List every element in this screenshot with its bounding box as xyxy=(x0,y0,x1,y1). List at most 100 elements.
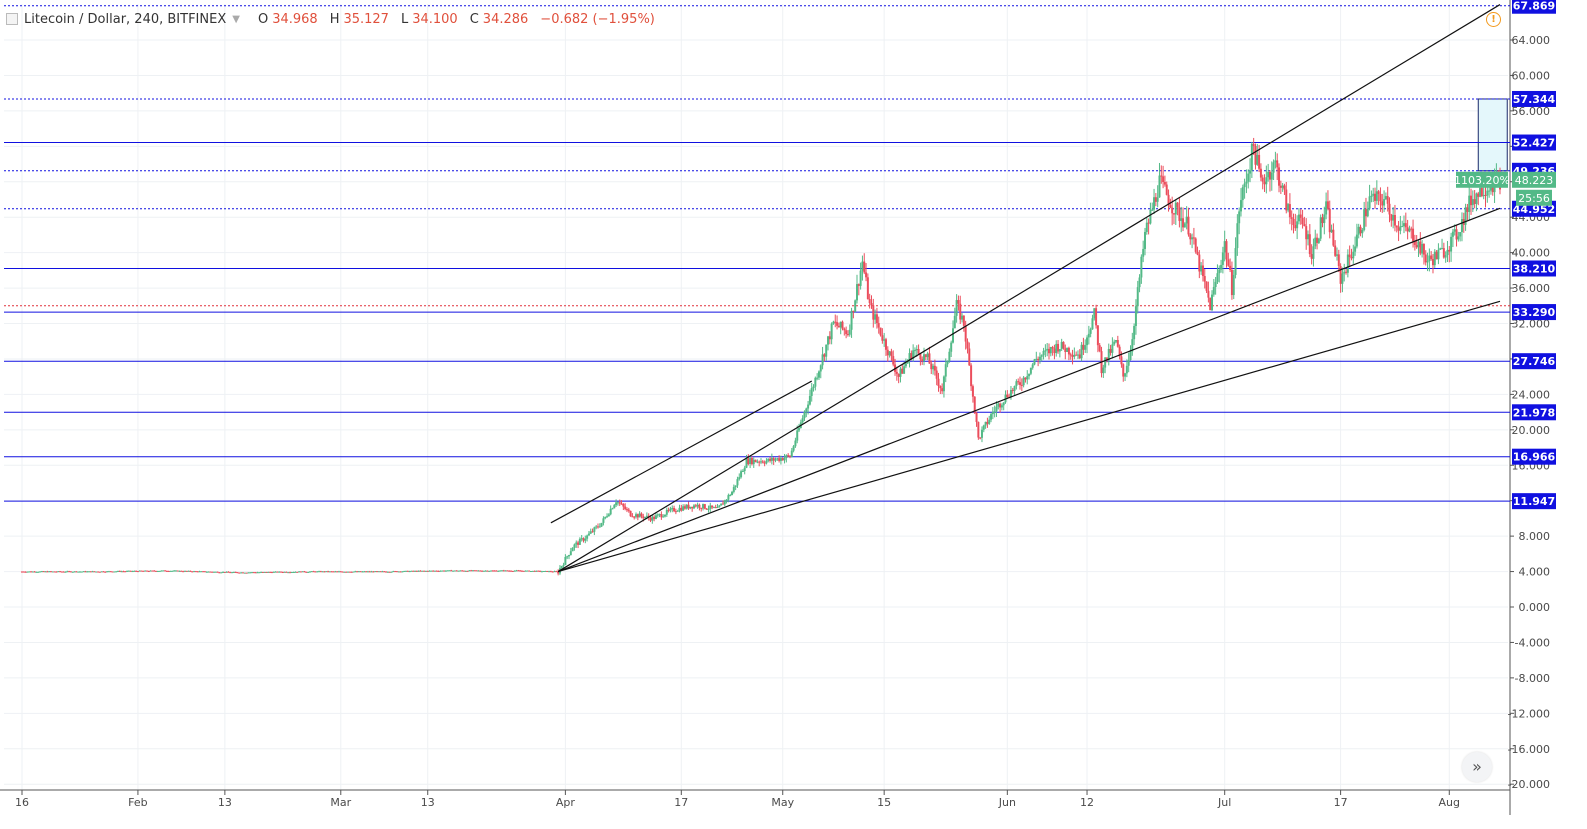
candle-body xyxy=(477,570,480,572)
candle-body xyxy=(209,571,212,573)
candle-body xyxy=(1086,337,1089,346)
candle-body xyxy=(231,572,234,574)
chevron-down-icon[interactable]: ▼ xyxy=(232,13,240,25)
candle-body xyxy=(361,571,364,573)
candle-body xyxy=(294,571,297,573)
candle-body xyxy=(569,551,572,556)
candle-body xyxy=(321,571,324,573)
alert-icon[interactable]: ! xyxy=(1486,12,1501,27)
candle-body xyxy=(1029,367,1032,374)
candle-body xyxy=(1450,236,1453,252)
candle-body xyxy=(376,571,379,573)
candle-body xyxy=(415,570,418,572)
candle-body xyxy=(28,571,31,573)
candle-body xyxy=(1354,246,1357,252)
candle-body xyxy=(736,479,739,486)
candle-body xyxy=(805,408,808,412)
level-label: 52.427 xyxy=(1513,137,1555,150)
open-value: 34.968 xyxy=(272,11,318,27)
candle-body xyxy=(22,571,25,573)
candle-body xyxy=(1250,143,1253,171)
candle-body xyxy=(1314,237,1317,247)
candle-body xyxy=(386,571,389,573)
candle-body xyxy=(917,348,920,354)
candle-body xyxy=(1326,201,1329,209)
candle-body xyxy=(752,459,755,465)
candle-body xyxy=(1292,218,1295,226)
candle-body xyxy=(1178,207,1181,221)
level-label-bg xyxy=(1512,260,1556,277)
candle-body xyxy=(241,572,244,574)
candle-body xyxy=(995,406,998,412)
candle-body xyxy=(546,570,549,572)
candle-body xyxy=(339,571,342,573)
candle-body xyxy=(39,571,42,573)
candle-body xyxy=(1058,349,1061,352)
scroll-to-latest-button[interactable]: » xyxy=(1462,752,1492,782)
candle-body xyxy=(1093,308,1096,319)
candle-body xyxy=(827,336,830,345)
candle-body xyxy=(1268,171,1271,180)
candle-body xyxy=(216,571,219,573)
candle-body xyxy=(1158,175,1161,198)
candle-body xyxy=(1464,207,1467,225)
candle-body xyxy=(1453,229,1456,232)
candle-body xyxy=(414,570,417,572)
candle-body xyxy=(437,570,440,572)
candle-body xyxy=(1448,249,1451,252)
candle-body xyxy=(553,571,556,573)
candle-body xyxy=(345,571,348,573)
candle-body xyxy=(772,457,775,461)
candle-body xyxy=(865,272,868,278)
candle-body xyxy=(577,542,580,545)
candle-body xyxy=(1422,243,1425,255)
candle-body xyxy=(1069,354,1072,356)
candle-body xyxy=(884,339,887,350)
candle-body xyxy=(1249,170,1252,174)
candle-body xyxy=(845,330,848,335)
symbol-legend: Litecoin / Dollar, 240, BITFINEX ▼ O 34.9… xyxy=(6,9,655,29)
candle-body xyxy=(1107,348,1110,361)
symbol-title[interactable]: Litecoin / Dollar, 240, BITFINEX xyxy=(24,11,227,27)
candle-body xyxy=(1209,297,1212,311)
level-label-bg xyxy=(1512,0,1556,14)
candle-body xyxy=(165,570,168,572)
candle-body xyxy=(1232,274,1235,296)
candle-body xyxy=(1272,162,1275,173)
candle-body xyxy=(1435,251,1438,260)
candle-body xyxy=(1308,234,1311,255)
candle-body xyxy=(1363,209,1366,230)
candle-body xyxy=(276,571,279,573)
candle-body xyxy=(1265,177,1268,185)
candle-body xyxy=(1169,205,1172,208)
candle-body xyxy=(535,570,538,572)
candle-body xyxy=(803,411,806,419)
candle-body xyxy=(1457,236,1460,240)
candle-body xyxy=(1361,229,1364,234)
level-label-bg xyxy=(1512,304,1556,321)
candle-body xyxy=(973,396,976,413)
candle-body xyxy=(292,571,295,573)
candle-body xyxy=(1350,256,1353,259)
candle-body xyxy=(1239,200,1242,212)
candle-body xyxy=(721,503,724,505)
candle-body xyxy=(883,339,886,341)
candle-body xyxy=(923,354,926,361)
candle-body xyxy=(1049,347,1052,354)
candle-body xyxy=(959,303,962,320)
candle-body xyxy=(555,571,558,573)
candle-body xyxy=(379,571,382,573)
candle-body xyxy=(1062,341,1065,349)
candle-body xyxy=(533,570,536,572)
candle-body xyxy=(696,504,699,507)
candle-body xyxy=(394,571,397,573)
candle-body xyxy=(62,571,65,573)
candle-body xyxy=(1120,356,1123,365)
candle-body xyxy=(624,506,627,510)
candle-body xyxy=(234,571,237,573)
candle-body xyxy=(173,570,176,572)
candle-body xyxy=(352,571,355,573)
candle-body xyxy=(825,344,828,357)
